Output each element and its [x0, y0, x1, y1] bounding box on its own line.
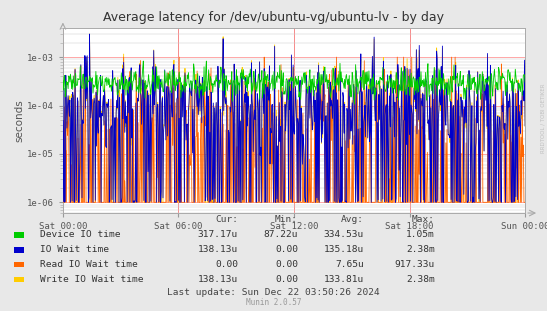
Text: 135.18u: 135.18u [323, 245, 364, 254]
Text: 2.38m: 2.38m [406, 245, 435, 254]
Text: RRDTOOL / TOBI OETIKER: RRDTOOL / TOBI OETIKER [541, 83, 546, 153]
Text: Average latency for /dev/ubuntu-vg/ubuntu-lv - by day: Average latency for /dev/ubuntu-vg/ubunt… [103, 11, 444, 24]
Text: 0.00: 0.00 [275, 260, 298, 269]
Text: 1.05m: 1.05m [406, 230, 435, 239]
Y-axis label: seconds: seconds [14, 99, 24, 142]
Text: 917.33u: 917.33u [394, 260, 435, 269]
Text: Max:: Max: [412, 215, 435, 224]
Text: 0.00: 0.00 [275, 275, 298, 284]
Text: 2.38m: 2.38m [406, 275, 435, 284]
Text: 7.65u: 7.65u [335, 260, 364, 269]
Text: Cur:: Cur: [215, 215, 238, 224]
Text: Munin 2.0.57: Munin 2.0.57 [246, 298, 301, 307]
Text: Device IO time: Device IO time [40, 230, 120, 239]
Text: Avg:: Avg: [341, 215, 364, 224]
Text: 317.17u: 317.17u [197, 230, 238, 239]
Text: 133.81u: 133.81u [323, 275, 364, 284]
Text: 138.13u: 138.13u [197, 275, 238, 284]
Text: 0.00: 0.00 [275, 245, 298, 254]
Text: Min:: Min: [275, 215, 298, 224]
Text: IO Wait time: IO Wait time [40, 245, 109, 254]
Text: 138.13u: 138.13u [197, 245, 238, 254]
Text: Last update: Sun Dec 22 03:50:26 2024: Last update: Sun Dec 22 03:50:26 2024 [167, 289, 380, 297]
Text: Read IO Wait time: Read IO Wait time [40, 260, 138, 269]
Text: Write IO Wait time: Write IO Wait time [40, 275, 143, 284]
Text: 87.22u: 87.22u [264, 230, 298, 239]
Text: 0.00: 0.00 [215, 260, 238, 269]
Text: 334.53u: 334.53u [323, 230, 364, 239]
